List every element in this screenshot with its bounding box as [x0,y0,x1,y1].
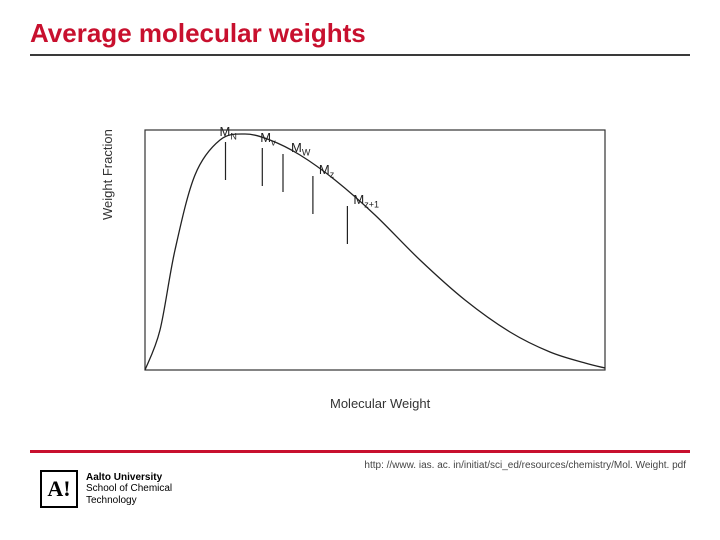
marker-label: Mz+1 [353,192,379,210]
mw-distribution-chart [135,120,615,390]
logo-mark: A! [40,470,78,508]
logo-mark-text: A! [47,476,70,502]
marker-label: Mz [319,162,334,180]
marker-ticks-group [226,142,348,244]
marker-label: MN [220,124,237,142]
x-axis-label: Molecular Weight [330,396,430,411]
chart-svg [135,120,615,390]
distribution-curve [145,134,605,370]
marker-label: Mv [260,130,275,148]
logo-line1: Aalto University [86,472,172,484]
aalto-logo: A! Aalto University School of Chemical T… [40,470,172,508]
title-underline [30,54,690,56]
footer-rule [30,450,690,453]
source-url: http: //www. ias. ac. in/initiat/sci_ed/… [364,460,686,471]
plot-frame [145,130,605,370]
logo-line2: School of Chemical [86,483,172,495]
y-axis-label: Weight Fraction [100,129,115,220]
logo-line3: Technology [86,495,172,507]
page-title: Average molecular weights [30,18,366,49]
logo-text: Aalto University School of Chemical Tech… [86,472,172,507]
marker-label: MW [291,140,310,158]
